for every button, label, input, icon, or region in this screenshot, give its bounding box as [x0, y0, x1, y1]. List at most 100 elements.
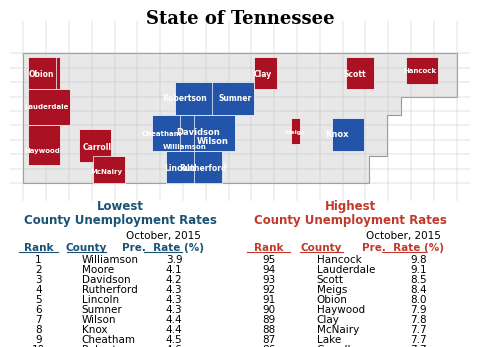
Text: Haywood: Haywood: [24, 148, 60, 154]
Text: Robertson: Robertson: [162, 94, 207, 103]
Text: 89: 89: [262, 315, 276, 325]
Text: 87: 87: [262, 335, 276, 345]
Text: Wilson: Wilson: [196, 137, 228, 146]
Text: Lincoln: Lincoln: [82, 295, 119, 305]
Text: County Unemployment Rates: County Unemployment Rates: [254, 214, 447, 227]
Text: 3: 3: [35, 275, 42, 285]
Text: 8.5: 8.5: [410, 275, 427, 285]
Text: Haywood: Haywood: [317, 305, 365, 315]
Text: Rank: Rank: [24, 243, 53, 253]
Text: 4.2: 4.2: [166, 275, 182, 285]
FancyBboxPatch shape: [28, 90, 70, 126]
Text: Pre.  Rate (%): Pre. Rate (%): [122, 243, 204, 253]
Text: McNairy: McNairy: [90, 169, 122, 175]
Text: 4.3: 4.3: [166, 295, 182, 305]
Text: 9.8: 9.8: [410, 255, 427, 265]
Text: 93: 93: [262, 275, 276, 285]
Text: Robertson: Robertson: [82, 345, 134, 347]
Text: 91: 91: [262, 295, 276, 305]
FancyBboxPatch shape: [93, 156, 125, 183]
Text: 8.0: 8.0: [411, 295, 427, 305]
Text: Pre.  Rate (%): Pre. Rate (%): [362, 243, 444, 253]
Text: 2: 2: [35, 265, 42, 275]
FancyBboxPatch shape: [28, 57, 60, 90]
Text: 4.6: 4.6: [166, 345, 182, 347]
Text: Lake: Lake: [317, 335, 341, 345]
Text: 7.8: 7.8: [410, 315, 427, 325]
Text: 95: 95: [262, 255, 276, 265]
Text: 8.4: 8.4: [410, 285, 427, 295]
Text: Davidson: Davidson: [82, 275, 130, 285]
Text: Williamson: Williamson: [82, 255, 139, 265]
Text: Lincoln: Lincoln: [165, 164, 196, 173]
Text: Lowest: Lowest: [96, 201, 144, 213]
FancyBboxPatch shape: [332, 118, 364, 151]
Text: 7.7: 7.7: [410, 335, 427, 345]
Text: Clay: Clay: [254, 70, 272, 79]
Text: Carroll: Carroll: [317, 345, 351, 347]
Text: Obion: Obion: [317, 295, 348, 305]
Text: Rank: Rank: [254, 243, 284, 253]
Text: Meigs: Meigs: [285, 130, 306, 135]
FancyBboxPatch shape: [28, 57, 56, 90]
Text: County: County: [66, 243, 107, 253]
Text: October, 2015: October, 2015: [366, 231, 441, 241]
Text: October, 2015: October, 2015: [126, 231, 201, 241]
Text: 8: 8: [35, 325, 42, 335]
Text: 10: 10: [32, 345, 45, 347]
Text: Clay: Clay: [317, 315, 340, 325]
Text: 7.9: 7.9: [410, 305, 427, 315]
Text: County Unemployment Rates: County Unemployment Rates: [24, 214, 216, 227]
FancyBboxPatch shape: [28, 126, 60, 165]
Text: 3.9: 3.9: [166, 255, 182, 265]
Text: Hancock: Hancock: [317, 255, 361, 265]
Text: 1: 1: [35, 255, 42, 265]
Text: 92: 92: [262, 285, 276, 295]
Text: Rutherford: Rutherford: [180, 164, 227, 173]
Text: Cheatham: Cheatham: [82, 335, 135, 345]
Text: Sumner: Sumner: [219, 94, 252, 103]
FancyBboxPatch shape: [291, 118, 300, 144]
Text: Lauderdale: Lauderdale: [24, 104, 69, 110]
Text: Meigs: Meigs: [317, 285, 347, 295]
Text: Wilson: Wilson: [82, 315, 116, 325]
Text: Hancock: Hancock: [403, 68, 436, 74]
Text: Davidson: Davidson: [177, 128, 220, 137]
Text: Cheatham: Cheatham: [142, 132, 181, 137]
Text: 5: 5: [35, 295, 42, 305]
Text: 88: 88: [262, 325, 276, 335]
Text: 9: 9: [35, 335, 42, 345]
Text: Carroll: Carroll: [83, 143, 112, 152]
FancyBboxPatch shape: [185, 151, 222, 183]
FancyBboxPatch shape: [166, 151, 194, 183]
FancyBboxPatch shape: [254, 57, 277, 90]
Text: 4.5: 4.5: [166, 335, 182, 345]
Text: 7.7: 7.7: [410, 325, 427, 335]
Text: Sumner: Sumner: [82, 305, 122, 315]
Text: Scott: Scott: [344, 70, 367, 79]
Text: Obion: Obion: [29, 70, 55, 79]
Text: Lauderdale: Lauderdale: [317, 265, 375, 275]
Text: 90: 90: [262, 305, 276, 315]
Text: 86: 86: [262, 345, 276, 347]
Text: 4.3: 4.3: [166, 285, 182, 295]
Text: Scott: Scott: [317, 275, 344, 285]
Text: Rutherford: Rutherford: [82, 285, 137, 295]
Text: Moore: Moore: [82, 265, 114, 275]
Text: McNairy: McNairy: [317, 325, 359, 335]
Text: Knox: Knox: [325, 130, 348, 139]
Text: 4.4: 4.4: [166, 315, 182, 325]
Text: 4.3: 4.3: [166, 305, 182, 315]
FancyBboxPatch shape: [212, 82, 254, 115]
FancyBboxPatch shape: [153, 115, 180, 151]
Text: Williamson: Williamson: [163, 144, 206, 150]
FancyBboxPatch shape: [176, 82, 217, 115]
Text: 4.4: 4.4: [166, 325, 182, 335]
FancyBboxPatch shape: [79, 129, 111, 162]
Text: 9.1: 9.1: [410, 265, 427, 275]
Text: Knox: Knox: [82, 325, 107, 335]
Text: 4.1: 4.1: [166, 265, 182, 275]
Polygon shape: [24, 53, 456, 183]
Text: 94: 94: [262, 265, 276, 275]
Text: Highest: Highest: [325, 201, 376, 213]
